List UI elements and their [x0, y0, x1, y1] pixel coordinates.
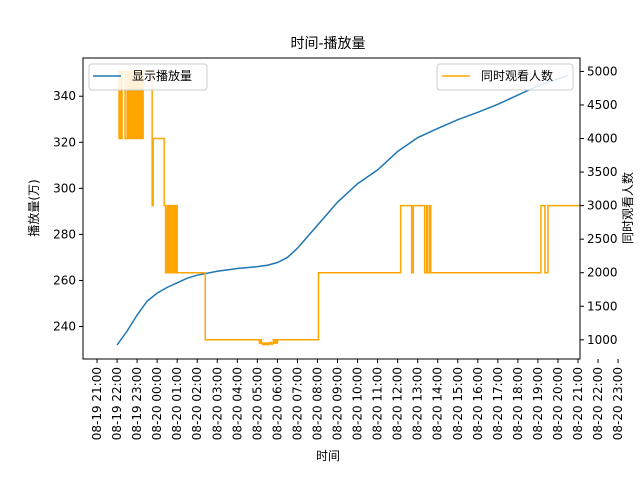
series-line-1 — [116, 74, 569, 346]
y-axis-right: 1000 1500 2000 2500 3000 3500 4000 4500 5000 — [580, 64, 618, 347]
x-tick-label: 08-20 20:00 — [551, 367, 565, 440]
y-tick-label: 320 — [53, 135, 76, 149]
x-tick-label: 08-20 11:00 — [371, 367, 385, 440]
x-tick-label: 08-20 07:00 — [290, 367, 304, 440]
y-tick-label: 280 — [53, 227, 76, 241]
legend-right-box — [436, 63, 574, 91]
x-tick-label: 08-20 12:00 — [391, 367, 405, 440]
plot-frame — [82, 57, 581, 360]
x-axis: 08-19 21:00 08-19 22:00 08-19 23:00 08-20 0… — [90, 359, 625, 440]
x-tick-label: 08-20 05:00 — [250, 367, 264, 440]
x-tick-label: 08-20 19:00 — [531, 367, 545, 440]
x-tick-label: 08-20 04:00 — [230, 367, 244, 440]
legend-right: 同时观看人数 — [436, 63, 574, 91]
x-tick-label: 08-20 00:00 — [150, 367, 164, 440]
y-tick-label: 260 — [53, 273, 76, 287]
y-tick-label: 340 — [53, 89, 76, 103]
y2-tick-label: 1500 — [587, 299, 618, 313]
legend-left: 显示播放量 — [88, 63, 208, 91]
x-tick-label: 08-20 18:00 — [511, 367, 525, 440]
x-axis-label: 时间 — [316, 449, 340, 463]
x-tick-label: 08-20 13:00 — [411, 367, 425, 440]
y2-tick-label: 4000 — [587, 132, 618, 146]
y-axis-label: 播放量(万) — [26, 179, 41, 236]
y2-tick-label: 2500 — [587, 232, 618, 246]
y-tick-label: 240 — [53, 320, 76, 334]
plot-area — [116, 70, 580, 346]
x-tick-label: 08-19 22:00 — [110, 367, 124, 440]
legend-left-label: 显示播放量 — [132, 68, 192, 83]
x-tick-label: 08-20 22:00 — [591, 367, 605, 440]
y-axis-left: 240 260 280 300 320 340 — [53, 89, 83, 334]
x-tick-label: 08-20 06:00 — [270, 367, 284, 440]
x-tick-label: 08-20 17:00 — [491, 367, 505, 440]
legend-left-box — [88, 63, 208, 91]
x-tick-label: 08-20 15:00 — [451, 367, 465, 440]
x-tick-label: 08-20 01:00 — [170, 367, 184, 440]
x-tick-label: 08-20 23:00 — [611, 367, 625, 440]
chart-title: 时间-播放量 — [290, 36, 365, 52]
y2-tick-label: 2000 — [587, 266, 618, 280]
x-tick-label: 08-19 21:00 — [90, 367, 104, 440]
x-tick-label: 08-19 23:00 — [130, 367, 144, 440]
series-line-2 — [117, 70, 580, 346]
x-tick-label: 08-20 10:00 — [351, 367, 365, 440]
y2-tick-label: 3500 — [587, 165, 618, 179]
y2-axis-label: 同时观看人数 — [620, 172, 635, 244]
legend-right-label: 同时观看人数 — [481, 68, 553, 83]
y-tick-label: 300 — [53, 181, 76, 195]
x-tick-label: 08-20 08:00 — [310, 367, 324, 440]
x-tick-label: 08-20 14:00 — [431, 367, 445, 440]
x-tick-label: 08-20 09:00 — [331, 367, 345, 440]
x-tick-label: 08-20 21:00 — [571, 367, 585, 440]
y2-tick-label: 1000 — [587, 333, 618, 347]
y2-tick-label: 5000 — [587, 64, 618, 78]
x-tick-label: 08-20 16:00 — [471, 367, 485, 440]
y2-tick-label: 4500 — [587, 98, 618, 112]
x-tick-label: 08-20 03:00 — [210, 367, 224, 440]
x-tick-label: 08-20 02:00 — [190, 367, 204, 440]
y2-tick-label: 3000 — [587, 199, 618, 213]
